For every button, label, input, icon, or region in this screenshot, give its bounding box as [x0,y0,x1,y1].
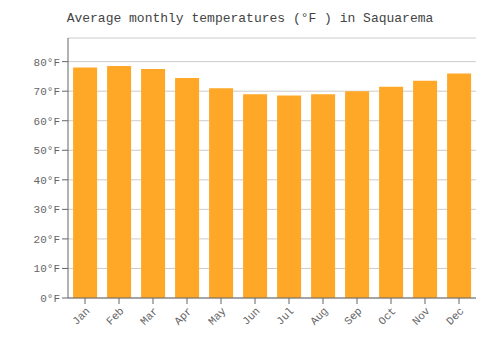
svg-text:Jul: Jul [274,305,296,327]
svg-text:Apr: Apr [172,305,194,327]
svg-text:May: May [206,305,229,328]
svg-text:50°F: 50°F [34,145,60,157]
svg-text:30°F: 30°F [34,204,60,216]
svg-text:70°F: 70°F [34,86,60,98]
svg-text:Oct: Oct [376,305,398,327]
svg-text:Aug: Aug [308,305,330,327]
svg-text:Dec: Dec [444,305,466,327]
svg-text:Mar: Mar [138,305,160,327]
svg-text:0°F: 0°F [40,293,60,305]
svg-text:80°F: 80°F [34,57,60,69]
svg-text:Sep: Sep [342,305,364,327]
svg-text:Jan: Jan [70,305,92,327]
svg-text:Jun: Jun [240,305,262,327]
svg-text:10°F: 10°F [34,263,60,275]
html-text:Average monthly temperatures (: Average monthly temperatures (°F ) in Sa… [66,11,434,26]
svg-text:60°F: 60°F [34,116,60,128]
svg-text:20°F: 20°F [34,234,60,246]
svg-text:Feb: Feb [104,305,126,327]
svg-text:40°F: 40°F [34,175,60,187]
svg-text:Nov: Nov [410,305,433,328]
